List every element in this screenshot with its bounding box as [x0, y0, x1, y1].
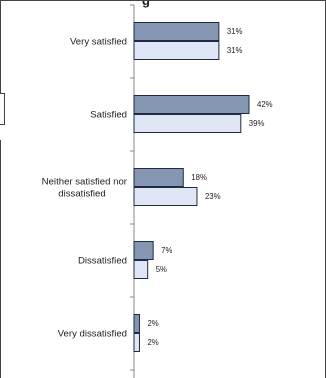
data-label: 2%: [147, 319, 158, 328]
data-label: 23%: [205, 192, 221, 201]
data-label: 18%: [191, 173, 207, 182]
data-label: 42%: [257, 100, 273, 109]
bar: [133, 333, 140, 352]
bar: [133, 187, 198, 206]
left-border-bottom: [0, 140, 1, 378]
data-label: 31%: [227, 27, 243, 36]
data-label: 7%: [161, 246, 172, 255]
chart-title: g: [142, 0, 151, 8]
category-label-line: Dissatisfied: [78, 256, 127, 267]
chart-title-fragment: g: [0, 0, 326, 8]
category-label: Very dissatisfied: [58, 329, 127, 340]
category-label-line: Satisfied: [90, 110, 127, 121]
category-label: Satisfied: [90, 110, 127, 121]
data-label: 31%: [227, 46, 243, 55]
left-panel-edge: [0, 93, 5, 125]
category-label-line: Neither satisfied nor: [42, 177, 128, 188]
bar: [133, 114, 242, 133]
data-label: 2%: [147, 338, 158, 347]
left-border-top: [0, 0, 1, 93]
data-label: 5%: [156, 265, 167, 274]
bar: [133, 260, 149, 279]
top-border: [0, 0, 326, 1]
bar: [133, 314, 140, 333]
category-label: Neither satisfied nor dissatisfied: [42, 177, 128, 200]
bar: [133, 22, 220, 41]
category-label-line: dissatisfied: [58, 189, 105, 200]
bar: [133, 41, 220, 60]
category-label: Dissatisfied: [78, 256, 127, 267]
bar: [133, 241, 154, 260]
bar: [133, 168, 184, 187]
category-label-line: Very dissatisfied: [58, 329, 127, 340]
data-label: 39%: [249, 119, 265, 128]
bar: [133, 95, 250, 114]
category-label: Very satisfied: [70, 37, 127, 48]
category-label-line: Very satisfied: [70, 37, 127, 48]
